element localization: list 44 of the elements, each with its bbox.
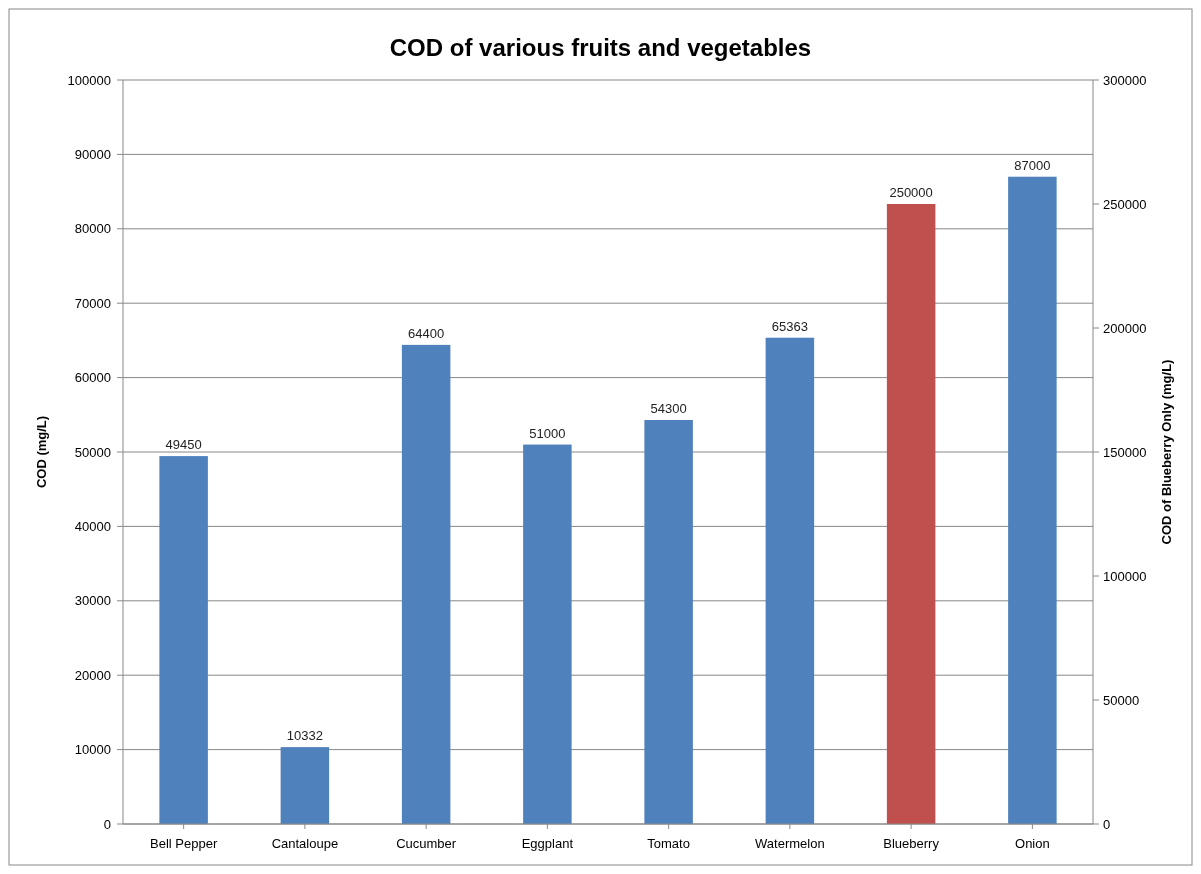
bar	[1008, 176, 1057, 824]
bar	[765, 337, 815, 824]
x-tick-label: Onion	[1015, 836, 1050, 851]
bar	[159, 456, 208, 824]
y-tick-label: 50000	[74, 444, 111, 460]
y-tick-label: 0	[103, 816, 111, 832]
y-tick-label: 10000	[74, 742, 111, 758]
x-tick-label: Watermelon	[755, 836, 825, 851]
x-tick-label: Tomato	[647, 836, 690, 851]
bar	[644, 420, 693, 824]
x-tick-label: Cantaloupe	[271, 836, 339, 851]
x-tick-label: Bell Pepper	[150, 836, 218, 851]
y-tick-label: 80000	[74, 221, 111, 237]
data-label: 65363	[771, 318, 808, 334]
y-axis-title: COD (mg/L)	[34, 415, 49, 489]
data-label: 250000	[889, 185, 933, 200]
data-label: 10332	[286, 728, 323, 744]
data-label: 87000	[1014, 157, 1051, 173]
chart-title: COD of various fruits and vegetables	[389, 34, 812, 61]
y-tick-label: 90000	[74, 146, 111, 162]
y2-tick-label: 250000	[1103, 196, 1147, 212]
data-label: 54300	[650, 401, 687, 417]
y2-tick-label: 200000	[1103, 320, 1147, 336]
y2-axis-title: COD of Blueberry Only (mg/L)	[1159, 359, 1174, 545]
bar	[523, 444, 572, 824]
bar	[280, 747, 330, 824]
y-tick-label: 40000	[74, 518, 111, 534]
bar	[401, 344, 451, 824]
x-tick-label: Eggplant	[521, 836, 574, 851]
y-tick-label: 70000	[74, 295, 111, 311]
x-tick-label: Cucumber	[396, 836, 457, 851]
y2-tick-label: 150000	[1103, 444, 1147, 460]
y-tick-label: 100000	[67, 72, 111, 88]
y2-tick-label: 300000	[1103, 72, 1147, 88]
data-label: 49450	[165, 437, 202, 453]
data-label: 64400	[408, 325, 445, 341]
y-tick-label: 30000	[74, 593, 111, 609]
y2-tick-label: 0	[1103, 816, 1111, 832]
y2-tick-label: 50000	[1103, 692, 1140, 708]
y2-tick-label: 100000	[1103, 568, 1147, 584]
x-tick-label: Blueberry	[883, 836, 940, 851]
y-tick-label: 20000	[74, 667, 111, 683]
data-label: 51000	[529, 425, 566, 441]
y-tick-label: 60000	[74, 370, 111, 386]
